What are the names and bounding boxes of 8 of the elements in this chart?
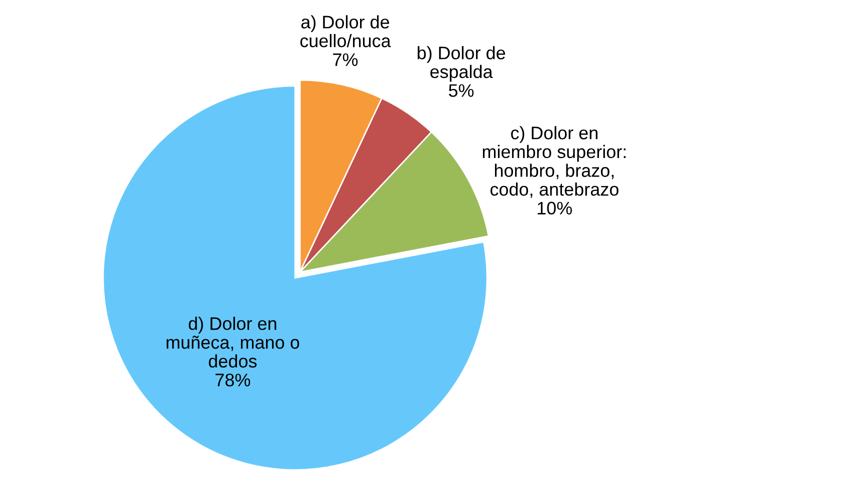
slice-label: a) Dolor de cuello/nuca [300,15,391,48]
slice-label: c) Dolor en miembro superior: hombro, brazo, codo, antebrazo [482,126,626,198]
data-label: 5% [448,84,474,97]
data-label: 78% [216,374,250,386]
slice-label: b) Dolor de espalda [418,46,506,82]
slice-label: d) Dolor en muñeca, mano o dedos [166,316,300,368]
data-label: 7% [333,53,358,66]
data-label: 10% [538,202,572,215]
